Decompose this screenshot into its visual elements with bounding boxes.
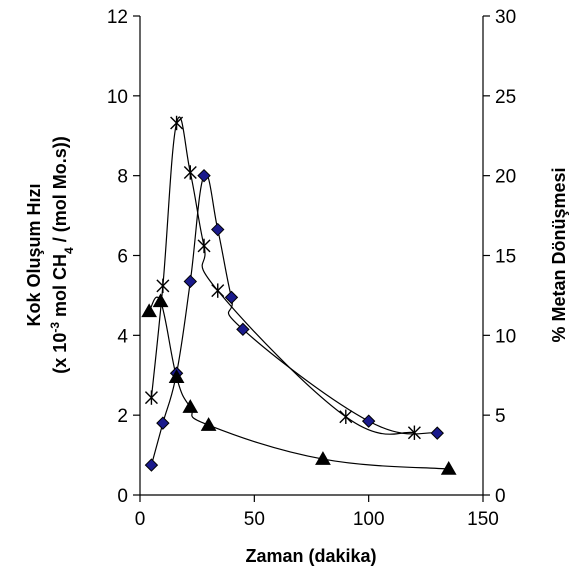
- asterisk-marker: [144, 390, 158, 405]
- triangle-marker: [182, 399, 199, 413]
- asterisk-marker: [183, 165, 197, 180]
- asterisk-marker: [211, 283, 225, 298]
- series-line-asterisk: [150, 116, 415, 435]
- diamond-marker: [183, 274, 198, 289]
- right-tick-label: 0: [495, 486, 506, 507]
- triangle-marker: [168, 369, 185, 383]
- diamond-marker: [361, 414, 376, 428]
- units-prefix: (x 10: [50, 333, 70, 374]
- right-tick-label: 30: [495, 7, 516, 28]
- diamond-marker: [224, 290, 239, 305]
- left-tick-label: 4: [117, 326, 128, 347]
- right-tick-label: 15: [495, 247, 516, 268]
- diamond-marker: [211, 222, 225, 237]
- diamond-marker: [156, 416, 170, 430]
- ticks-layer: 0 2 4 6 8 10 12 0 5 10 15 20 25 30 0 50 100 150: [107, 7, 516, 530]
- diamond-marker: [197, 168, 211, 183]
- right-axis-title: % Metan Dönüşmesi: [549, 167, 569, 342]
- triangle-marker: [141, 303, 158, 318]
- asterisk-marker: [170, 115, 184, 131]
- diamond-marker: [236, 322, 250, 337]
- left-tick-label: 10: [107, 87, 128, 108]
- right-tick-label: 10: [495, 326, 516, 347]
- left-tick-label: 8: [117, 167, 128, 188]
- x-tick-label: 50: [244, 509, 265, 530]
- series-lines: [148, 116, 449, 470]
- asterisk-marker: [407, 425, 421, 440]
- triangle-marker: [440, 461, 457, 475]
- series-line-diamond: [150, 173, 438, 466]
- triangle-marker: [315, 451, 331, 465]
- x-axis-title: Zaman (dakika): [245, 546, 376, 566]
- units-subscript: 4: [62, 247, 76, 254]
- asterisk-marker: [197, 238, 211, 254]
- left-axis-title: Kok Oluşum Hızı: [24, 183, 44, 326]
- plot-area: [139, 16, 484, 496]
- left-tick-label: 12: [107, 7, 128, 28]
- left-axis-title-line1: Kok Oluşum Hızı: [24, 183, 44, 326]
- units-suffix: / (mol Mo.s)): [50, 136, 70, 247]
- right-tick-label: 20: [495, 167, 516, 188]
- diamond-marker: [144, 458, 159, 472]
- x-tick-label: 0: [135, 509, 146, 530]
- series-line-triangle: [148, 296, 449, 470]
- units-mid: mol CH: [50, 254, 70, 322]
- x-tick-label: 150: [467, 509, 499, 530]
- right-tick-label: 25: [495, 87, 516, 108]
- triangle-marker: [200, 417, 217, 431]
- asterisk-marker: [339, 409, 353, 424]
- x-tick-label: 100: [353, 509, 385, 530]
- left-tick-label: 2: [117, 406, 128, 427]
- left-tick-label: 0: [117, 486, 128, 507]
- asterisk-marker: [156, 278, 170, 294]
- diamond-marker: [430, 426, 444, 440]
- left-tick-label: 6: [117, 247, 128, 268]
- series-markers: [141, 115, 457, 475]
- units-exponent: -3: [48, 322, 62, 333]
- right-tick-label: 5: [495, 406, 506, 427]
- left-axis-title-units: (x 10-3 mol CH4 / (mol Mo.s)): [48, 136, 76, 373]
- triangle-marker: [152, 293, 169, 308]
